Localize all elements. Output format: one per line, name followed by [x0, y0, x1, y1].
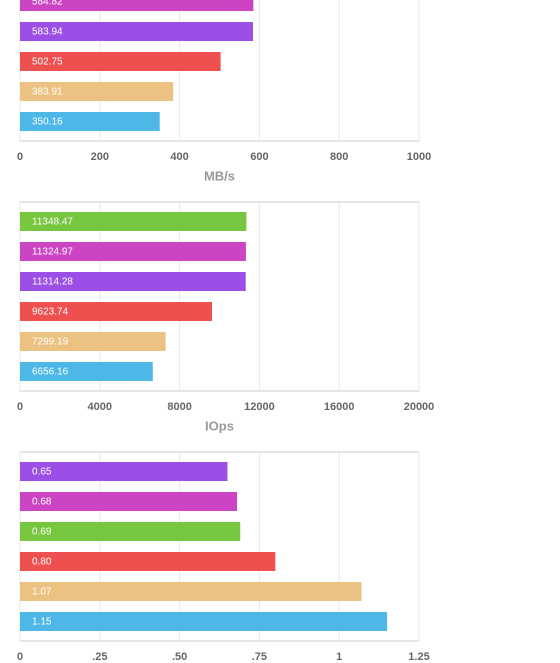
bar — [20, 82, 174, 101]
bar — [20, 212, 247, 231]
x-tick-label: 800 — [330, 151, 348, 163]
bar — [20, 332, 166, 351]
x-tick-label: 12000 — [244, 401, 275, 413]
x-axis-title: IOps — [205, 418, 234, 433]
x-tick-label: 1 — [336, 651, 342, 663]
x-tick-label: 1000 — [407, 151, 431, 163]
x-tick-label: .50 — [172, 651, 187, 663]
bar — [20, 22, 253, 41]
x-tick-label: 200 — [91, 151, 109, 163]
bar — [20, 0, 254, 11]
value-label: 11314.28 — [32, 277, 73, 288]
bar — [20, 492, 238, 511]
value-label: 0.80 — [32, 557, 52, 568]
bar — [20, 582, 362, 601]
value-label: 0.68 — [32, 497, 52, 508]
x-tick-label: .75 — [252, 651, 267, 663]
bar — [20, 302, 212, 321]
value-label: 583.94 — [32, 27, 63, 38]
bar — [20, 362, 153, 381]
bar — [20, 612, 388, 631]
bar — [20, 462, 228, 481]
x-tick-label: 20000 — [404, 401, 435, 413]
value-label: 0.65 — [32, 467, 52, 478]
value-label: 11348.47 — [32, 217, 73, 228]
x-tick-label: 4000 — [88, 401, 112, 413]
bar — [20, 52, 221, 71]
value-label: 0.69 — [32, 527, 52, 538]
bar — [20, 522, 241, 541]
value-label: 502.75 — [32, 57, 63, 68]
x-tick-label: 600 — [250, 151, 268, 163]
x-tick-label: 0 — [17, 651, 23, 663]
x-tick-label: 0 — [17, 401, 23, 413]
x-tick-label: 1.25 — [408, 651, 429, 663]
x-tick-label: .25 — [92, 651, 107, 663]
x-tick-label: 16000 — [324, 401, 355, 413]
value-label: 9623.74 — [32, 307, 69, 318]
value-label: 1.07 — [32, 587, 52, 598]
value-label: 6656.16 — [32, 367, 69, 378]
x-tick-label: 0 — [17, 151, 23, 163]
x-axis-title: MB/s — [204, 168, 235, 183]
x-tick-label: 400 — [170, 151, 188, 163]
value-label: 584.82 — [32, 0, 63, 8]
value-label: 383.91 — [32, 87, 63, 98]
value-label: 1.15 — [32, 617, 52, 628]
bar — [20, 272, 246, 291]
bar — [20, 112, 160, 131]
x-tick-label: 8000 — [167, 401, 191, 413]
value-label: 7299.19 — [32, 337, 69, 348]
value-label: 11324.97 — [32, 247, 73, 258]
bar — [20, 552, 276, 571]
value-label: 350.16 — [32, 117, 63, 128]
bar — [20, 242, 246, 261]
